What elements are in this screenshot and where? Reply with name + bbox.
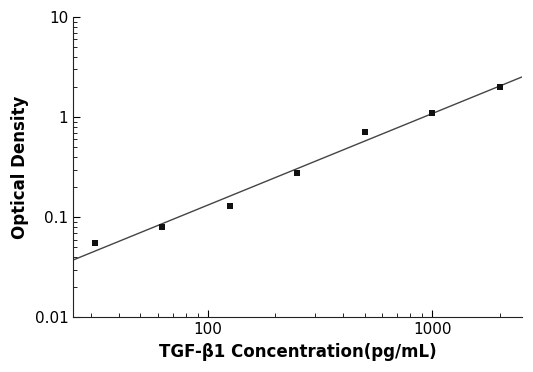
Point [496,84,504,90]
Point [158,224,166,230]
Point [360,129,369,135]
Y-axis label: Optical Density: Optical Density [11,96,29,239]
Point [428,110,437,116]
X-axis label: TGF-β1 Concentration(pg/mL): TGF-β1 Concentration(pg/mL) [159,343,437,361]
Point [225,203,234,209]
Point [90,240,99,246]
Point [293,170,301,176]
